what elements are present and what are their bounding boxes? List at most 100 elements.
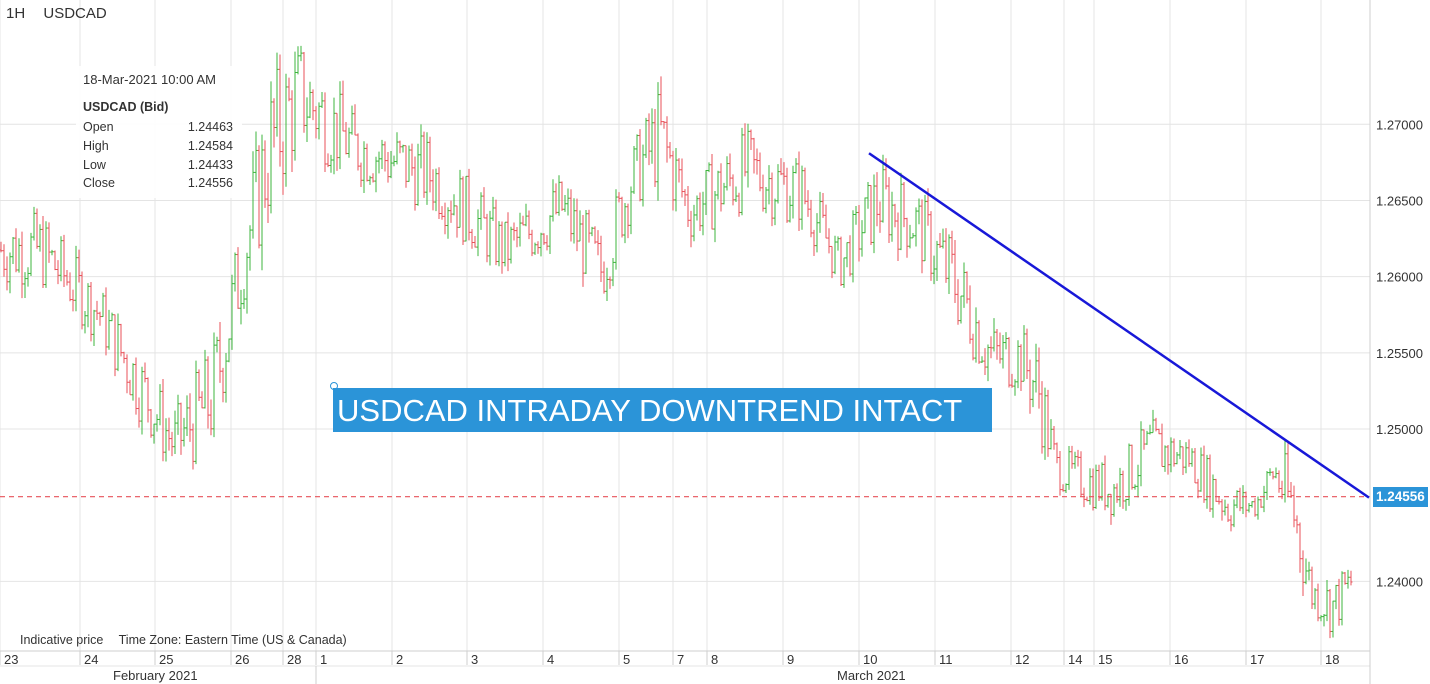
ohlc-bar: [17, 238, 21, 273]
ohlc-bar: [578, 210, 582, 242]
ohlc-bar: [674, 148, 678, 212]
ohlc-bar: [680, 158, 684, 198]
ohlc-bar: [770, 172, 774, 227]
ohlc-bar: [80, 271, 84, 330]
ohlc-bar: [110, 312, 114, 322]
ohlc-bar: [632, 145, 636, 194]
ohlc-bar: [977, 320, 981, 364]
ohlc-bar: [263, 140, 267, 208]
ohlc-bar: [68, 272, 72, 302]
ohlc-bar: [1100, 462, 1104, 501]
ohlc-bar: [830, 245, 834, 279]
ohlc-bar: [335, 112, 339, 171]
ohlc-bar: [521, 215, 525, 226]
ohlc-bar: [1091, 468, 1095, 511]
ohlc-bar: [992, 318, 996, 352]
chart-header: 1H USDCAD: [6, 5, 121, 22]
ohlc-bar: [47, 222, 51, 263]
ohlc-bar: [1163, 445, 1167, 472]
ohlc-bar: [1031, 379, 1035, 408]
ohlc-bar: [1253, 498, 1257, 517]
ohlc-bar: [1328, 589, 1332, 639]
x-tick-label: 2: [396, 652, 403, 667]
ohlc-bar: [269, 81, 273, 214]
ohlc-bar: [1016, 340, 1020, 389]
ohlc-bar: [965, 271, 969, 304]
ohlc-bar: [608, 276, 612, 289]
ohlc-bar: [851, 210, 855, 283]
ohlc-bar: [173, 410, 177, 455]
ohlc-bar: [116, 313, 120, 372]
ohlc-bar: [596, 230, 600, 256]
ohlc-bar: [1217, 496, 1221, 505]
ohlc-bar: [122, 351, 126, 364]
ohlc-bar: [1058, 450, 1062, 496]
ohlc-bar: [1286, 440, 1290, 497]
ohlc-bar: [101, 292, 105, 318]
ohlc-bar: [1190, 448, 1194, 467]
ohlc-bar: [431, 169, 435, 211]
timeframe-label[interactable]: 1H: [6, 5, 26, 22]
ohlc-bar: [59, 236, 63, 282]
ohlc-bar: [1259, 498, 1263, 508]
x-tick-label: 1: [320, 652, 327, 667]
ohlc-bar: [62, 234, 66, 288]
ohlc-bar: [1223, 499, 1227, 516]
ohlc-bar: [428, 136, 432, 193]
ohlc-bar: [92, 309, 96, 346]
ohlc-bar: [605, 267, 609, 301]
ohlc-bar: [587, 209, 591, 243]
ohlc-bar: [509, 226, 513, 264]
ohlc-bar: [464, 175, 468, 242]
ohlc-bar: [1244, 491, 1248, 518]
x-tick-label: 17: [1250, 652, 1264, 667]
ohlc-bar: [443, 202, 447, 235]
ohlc-bar: [1301, 550, 1305, 597]
ohlc-bar: [140, 366, 144, 435]
ohlc-bar: [185, 395, 189, 436]
ohlc-bar: [419, 124, 423, 169]
chart-overlays: [0, 152, 1370, 499]
ohlc-bar: [182, 417, 186, 447]
ohlc-bar: [722, 182, 726, 205]
ohlc-bar: [1064, 483, 1068, 493]
ohlc-bar: [215, 336, 219, 353]
ohlc-bar: [323, 92, 327, 173]
ohlc-bar: [362, 141, 366, 194]
ohlc-bar: [818, 191, 822, 233]
ohlc-bar: [350, 105, 354, 135]
ohlc-bar: [1175, 452, 1179, 465]
symbol-label[interactable]: USDCAD: [43, 5, 107, 22]
ohlc-bar: [1049, 419, 1053, 450]
ohlc-bar: [1076, 449, 1080, 467]
ohlc-bar: [794, 158, 798, 174]
ohlc-bars: [0, 45, 1353, 639]
ohlc-bar: [1022, 325, 1026, 382]
ohlc-bar: [368, 175, 372, 185]
ohlc-bar: [1136, 464, 1140, 498]
ohlc-bar: [539, 232, 543, 257]
ohlc-bar: [344, 122, 348, 155]
ohlc-bar: [125, 354, 129, 394]
ohlc-bar: [23, 272, 27, 298]
ohlc-bar: [1013, 379, 1017, 396]
ohlc-bar: [1046, 389, 1050, 457]
ohlc-bar: [1079, 451, 1083, 497]
ohlc-bar: [806, 190, 810, 217]
ohlc-bar: [863, 197, 867, 234]
ohlc-bar: [446, 207, 450, 239]
ohlc-bar: [1043, 387, 1047, 460]
ohlc-bar: [923, 194, 927, 262]
tooltip-low-value: 1.24433: [187, 158, 233, 172]
ohlc-bar: [719, 163, 723, 212]
ohlc-bar: [1187, 439, 1191, 467]
ohlc-bar: [200, 391, 204, 409]
ohlc-bar: [857, 204, 861, 262]
ohlc-bar: [1307, 561, 1311, 581]
ohlc-bar: [686, 186, 690, 228]
ohlc-bar: [725, 156, 729, 191]
ohlc-bar: [758, 152, 762, 192]
ohlc-bar: [821, 193, 825, 218]
annotation-banner[interactable]: USDCAD INTRADAY DOWNTREND INTACT: [333, 388, 992, 432]
ohlc-bar: [1262, 485, 1266, 513]
